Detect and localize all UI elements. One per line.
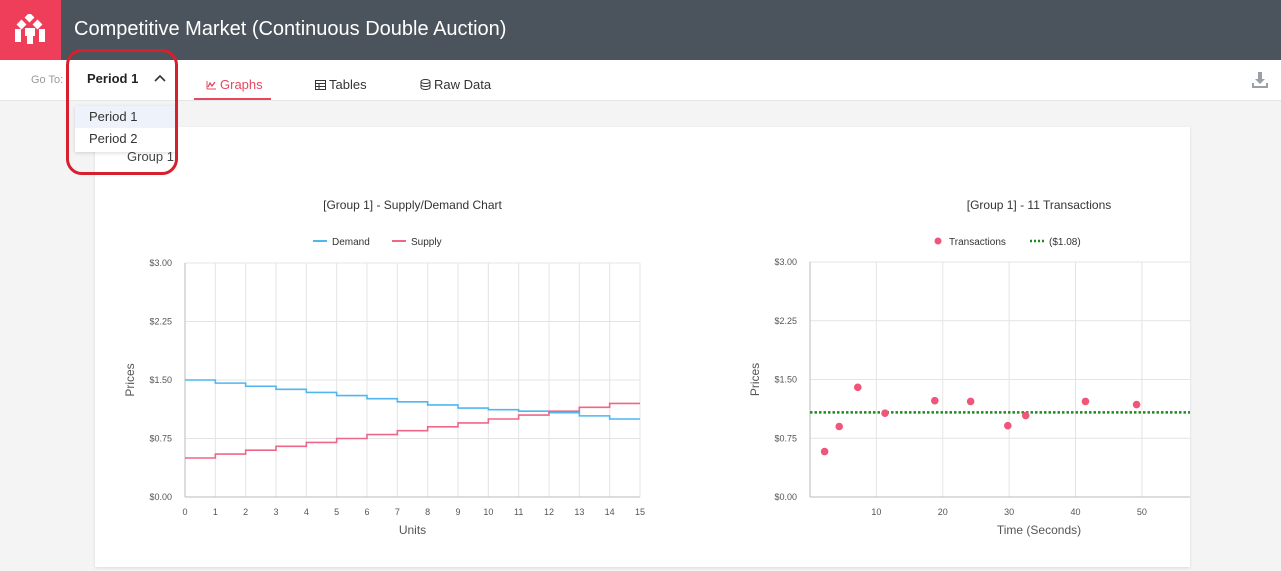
x-axis-label: Time (Seconds) bbox=[997, 523, 1081, 537]
series-line-demand bbox=[185, 379, 640, 420]
chevron-up-icon bbox=[154, 74, 166, 82]
x-tick-label: 20 bbox=[938, 507, 948, 517]
period-select[interactable]: Period 1 bbox=[73, 68, 173, 92]
logo-icon bbox=[15, 14, 45, 44]
x-axis-label: Units bbox=[399, 523, 426, 537]
x-tick-label: 6 bbox=[364, 507, 369, 517]
tab-raw-data-label: Raw Data bbox=[434, 77, 492, 92]
y-tick-label: $1.50 bbox=[149, 375, 172, 385]
legend-label-transactions: Transactions bbox=[949, 237, 1006, 248]
download-icon[interactable] bbox=[1250, 70, 1270, 90]
x-tick-label: 9 bbox=[455, 507, 460, 517]
legend-label-average: ($1.08) bbox=[1049, 237, 1081, 248]
group-label: Group 1 bbox=[127, 149, 174, 164]
group-card: Group 1 [Group 1] - Supply/Demand Chart $… bbox=[95, 127, 1190, 567]
y-tick-label: $3.00 bbox=[774, 257, 797, 267]
transaction-point bbox=[1132, 400, 1141, 409]
y-tick-label: $2.25 bbox=[774, 316, 797, 326]
y-tick-label: $0.75 bbox=[774, 433, 797, 443]
y-tick-label: $0.75 bbox=[149, 434, 172, 444]
y-tick-label: $3.00 bbox=[149, 258, 172, 268]
navigation-bar: Go To: Period 1 Graphs Tables bbox=[0, 60, 1281, 101]
period-select-value: Period 1 bbox=[87, 71, 139, 86]
x-tick-label: 5 bbox=[334, 507, 339, 517]
transaction-point bbox=[1081, 397, 1090, 406]
transactions-chart: [Group 1] - 11 Transactions $0.00 $0.75 $1.… bbox=[748, 198, 1190, 537]
y-tick-label: $1.50 bbox=[774, 375, 797, 385]
legend-label-demand: Demand bbox=[332, 237, 370, 248]
x-tick-label: 2 bbox=[243, 507, 248, 517]
legend-swatch-transactions bbox=[934, 237, 942, 245]
x-tick-label: 40 bbox=[1070, 507, 1080, 517]
dropdown-option-period-2[interactable]: Period 2 bbox=[89, 131, 138, 146]
dropdown-option-period-1[interactable]: Period 1 bbox=[75, 106, 175, 128]
x-tick-label: 14 bbox=[605, 507, 615, 517]
x-tick-label: 30 bbox=[1004, 507, 1014, 517]
transaction-point bbox=[930, 396, 939, 405]
y-tick-label: $0.00 bbox=[774, 492, 797, 502]
x-tick-label: 50 bbox=[1137, 507, 1147, 517]
transaction-point bbox=[853, 383, 862, 392]
tab-tables-label: Tables bbox=[329, 77, 367, 92]
tab-raw-data[interactable]: Raw Data bbox=[420, 60, 500, 100]
x-tick-label: 10 bbox=[871, 507, 881, 517]
chart-title: [Group 1] - 11 Transactions bbox=[967, 198, 1112, 212]
series-line-supply bbox=[185, 402, 640, 459]
transaction-point bbox=[1021, 411, 1030, 420]
x-tick-label: 13 bbox=[574, 507, 584, 517]
transaction-point bbox=[1004, 421, 1012, 430]
chart-title: [Group 1] - Supply/Demand Chart bbox=[323, 198, 502, 212]
database-icon bbox=[420, 79, 431, 90]
app-logo[interactable] bbox=[0, 0, 61, 60]
legend-label-supply: Supply bbox=[411, 237, 442, 248]
x-tick-label: 7 bbox=[395, 507, 400, 517]
y-axis-label: Prices bbox=[123, 363, 137, 396]
goto-label: Go To: bbox=[31, 74, 64, 86]
x-tick-label: 10 bbox=[483, 507, 493, 517]
y-tick-label: $0.00 bbox=[149, 492, 172, 502]
line-chart-icon bbox=[206, 81, 216, 90]
tab-graphs[interactable]: Graphs bbox=[194, 60, 271, 100]
x-tick-label: 4 bbox=[304, 507, 309, 517]
y-tick-label: $2.25 bbox=[149, 317, 172, 327]
transaction-point bbox=[966, 397, 975, 406]
tab-graphs-label: Graphs bbox=[220, 77, 263, 92]
transaction-point bbox=[881, 409, 889, 417]
supply-demand-chart: [Group 1] - Supply/Demand Chart $0.00 $0.7… bbox=[123, 198, 645, 537]
x-tick-label: 0 bbox=[182, 507, 187, 517]
x-tick-label: 12 bbox=[544, 507, 554, 517]
tab-tables[interactable]: Tables bbox=[315, 60, 375, 100]
transaction-point bbox=[835, 422, 844, 431]
x-tick-label: 8 bbox=[425, 507, 430, 517]
transaction-point bbox=[820, 447, 829, 456]
y-axis-label: Prices bbox=[748, 363, 762, 396]
app-title: Competitive Market (Continuous Double Au… bbox=[74, 18, 507, 40]
period-dropdown-menu: Period 1 Period 2 bbox=[75, 106, 175, 152]
x-tick-label: 11 bbox=[514, 507, 523, 517]
table-icon bbox=[315, 80, 326, 90]
x-tick-label: 3 bbox=[273, 507, 278, 517]
app-header: Competitive Market (Continuous Double Au… bbox=[0, 0, 1281, 60]
x-tick-label: 15 bbox=[635, 507, 645, 517]
x-tick-label: 1 bbox=[213, 507, 218, 517]
